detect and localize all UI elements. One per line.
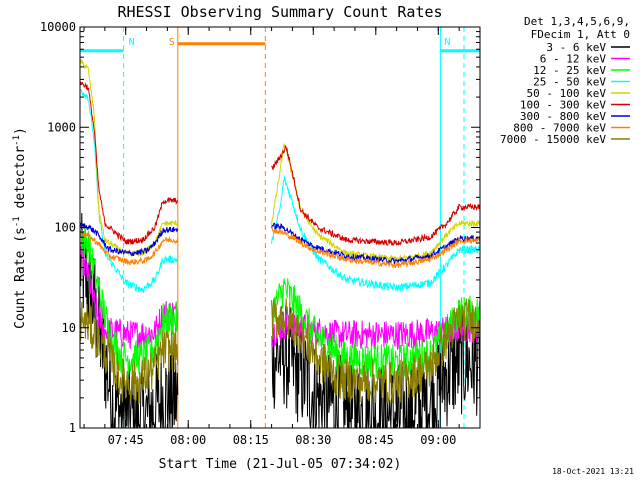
legend-label: 3 - 6 keV bbox=[546, 41, 606, 54]
legend-item: 100 - 300 keV bbox=[520, 99, 630, 112]
legend-label: 300 - 800 keV bbox=[520, 110, 606, 123]
series-line bbox=[79, 241, 179, 350]
y-tick-label: 1 bbox=[69, 421, 76, 435]
x-tick-label: 08:15 bbox=[233, 433, 269, 447]
y-axis: 1 10 100 1000 10000 bbox=[40, 20, 480, 435]
legend-item: 7000 - 15000 keV bbox=[500, 133, 630, 146]
x-tick-label: 08:30 bbox=[295, 433, 331, 447]
y-tick-label: 10000 bbox=[40, 20, 76, 34]
legend-label: 12 - 25 keV bbox=[533, 64, 606, 77]
legend-header-line: Det 1,3,4,5,6,9, bbox=[524, 15, 630, 28]
legend-item: 25 - 50 keV bbox=[533, 76, 630, 89]
y-axis-label-superscript: -1 bbox=[12, 216, 22, 227]
annotation-label: S bbox=[169, 37, 175, 48]
x-axis: 07:45 08:00 08:15 08:30 08:45 09:00 bbox=[83, 27, 481, 447]
series-line bbox=[79, 222, 179, 257]
series-800-7000-kev bbox=[79, 227, 481, 269]
chart-title: RHESSI Observing Summary Count Rates bbox=[117, 3, 442, 21]
x-axis-label: Start Time (21-Jul-05 07:34:02) bbox=[159, 457, 402, 472]
y-axis-label-part: detector bbox=[13, 146, 28, 217]
annotation-label: N bbox=[444, 37, 450, 48]
legend-item: 800 - 7000 keV bbox=[513, 122, 630, 135]
date-stamp: 18-Oct-2021 13:21 bbox=[552, 467, 634, 476]
series-line bbox=[79, 301, 179, 405]
legend-item: 12 - 25 keV bbox=[533, 64, 630, 77]
y-tick-label: 100 bbox=[54, 221, 76, 235]
legend-header-line: FDecim 1, Att 0 bbox=[531, 28, 630, 41]
x-tick-label: 08:00 bbox=[170, 433, 206, 447]
x-tick-label: 07:45 bbox=[108, 433, 144, 447]
y-tick-label: 1000 bbox=[47, 120, 76, 134]
y-axis-label-part: Count Rate (s bbox=[13, 227, 28, 329]
series-100-300-kev bbox=[79, 81, 481, 246]
legend-label: 50 - 100 keV bbox=[527, 87, 607, 100]
legend-label: 7000 - 15000 keV bbox=[500, 133, 606, 146]
x-tick-label: 09:00 bbox=[420, 433, 456, 447]
legend-item: 3 - 6 keV bbox=[546, 41, 630, 54]
legend-label: 25 - 50 keV bbox=[533, 76, 606, 89]
series-line bbox=[79, 231, 179, 266]
legend-item: 6 - 12 keV bbox=[540, 53, 630, 66]
y-axis-label: Count Rate (s-1 detector-1) bbox=[12, 127, 28, 329]
series-7000-15000-kev bbox=[79, 298, 481, 405]
legend-label: 800 - 7000 keV bbox=[513, 122, 606, 135]
y-axis-label-superscript: -1 bbox=[12, 135, 22, 146]
x-tick-label: 08:45 bbox=[358, 433, 394, 447]
legend: Det 1,3,4,5,6,9, FDecim 1, Att 0 3 - 6 k… bbox=[500, 15, 630, 146]
legend-item: 300 - 800 keV bbox=[520, 110, 630, 123]
series-line bbox=[271, 175, 481, 293]
series-line bbox=[79, 81, 178, 245]
series-line bbox=[79, 224, 179, 376]
legend-label: 100 - 300 keV bbox=[520, 99, 606, 112]
annotation-layer: N NS bbox=[80, 27, 480, 428]
legend-label: 6 - 12 keV bbox=[540, 53, 607, 66]
series-line bbox=[271, 298, 481, 405]
y-axis-label-part: ) bbox=[13, 127, 28, 135]
y-tick-label: 10 bbox=[62, 321, 76, 335]
series-line bbox=[271, 145, 481, 246]
annotation-label: N bbox=[129, 37, 135, 48]
legend-item: 50 - 100 keV bbox=[527, 87, 630, 100]
plot-area: N N S 07:45 08:00 08:15 08:30 08:45 09:00 1 10 10… bbox=[40, 20, 481, 447]
series-line bbox=[271, 227, 481, 269]
